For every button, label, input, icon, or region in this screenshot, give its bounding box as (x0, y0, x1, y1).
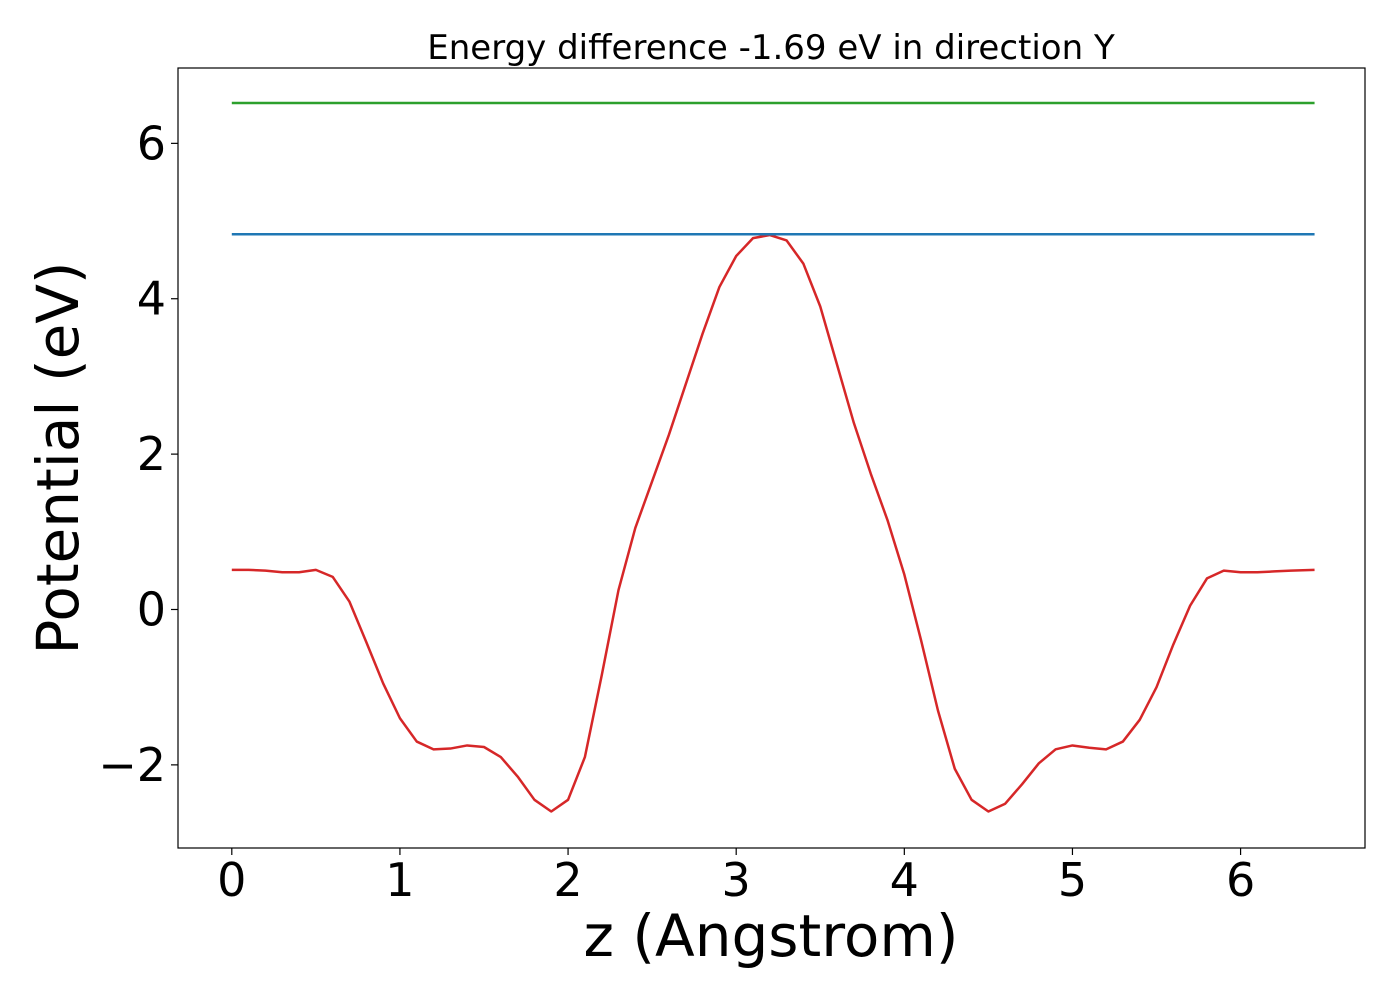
x-tick-label: 1 (385, 853, 414, 907)
y-tick-label: 6 (137, 116, 166, 170)
x-tick-label: 2 (553, 853, 582, 907)
plot-frame (177, 67, 1366, 849)
y-tick-label: 4 (137, 272, 166, 326)
series-layer (231, 101, 1315, 813)
y-tick-label: −2 (98, 738, 166, 792)
y-axis-ticks: −2 0 2 4 6 (98, 116, 178, 792)
y-axis-label: Potential (eV) (24, 261, 92, 654)
x-tick-label: 0 (217, 853, 246, 907)
y-tick-label: 2 (137, 427, 166, 481)
y-tick-label: 0 (137, 582, 166, 636)
chart-title: Energy difference -1.69 eV in direction … (427, 28, 1115, 68)
x-axis-label: z (Angstrom) (584, 902, 959, 970)
series-line-0 (231, 233, 1315, 813)
x-axis-ticks: 0 1 2 3 4 5 6 (217, 848, 1255, 907)
x-tick-label: 3 (722, 853, 751, 907)
x-tick-label: 5 (1058, 853, 1087, 907)
x-tick-label: 6 (1226, 853, 1255, 907)
x-tick-label: 4 (890, 853, 919, 907)
